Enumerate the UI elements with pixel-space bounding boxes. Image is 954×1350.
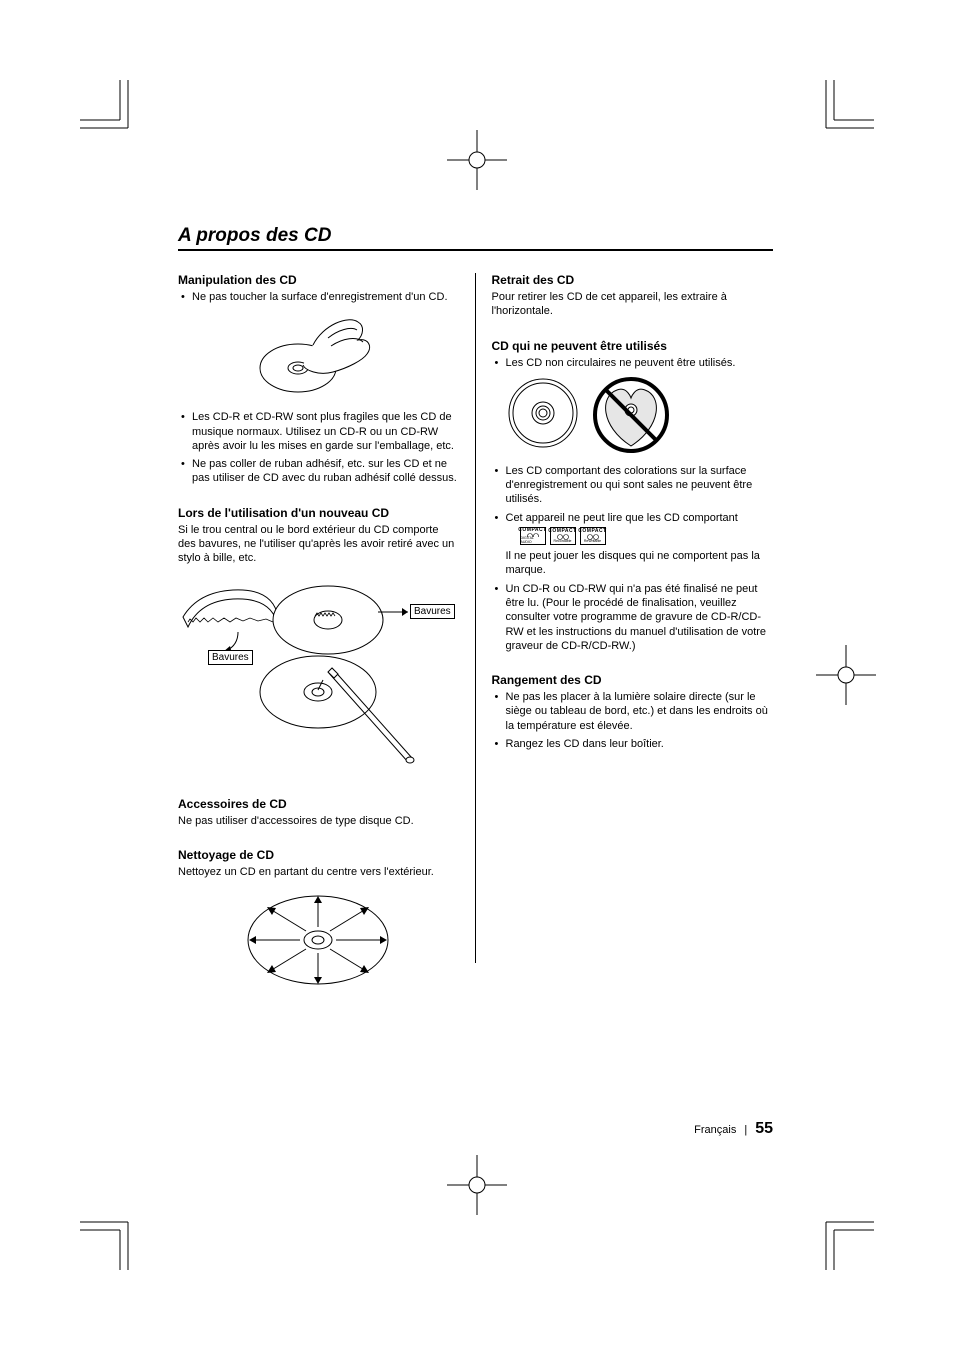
- section-storage: Rangement des CD Ne pas les placer à la …: [492, 673, 774, 751]
- heading-handling: Manipulation des CD: [178, 273, 459, 288]
- callout-burrs-left: Bavures: [208, 650, 253, 665]
- cd-logo-row: COMPACTDIGITAL AUDIO COMPACTRecordable C…: [520, 527, 774, 545]
- bullet-logos: Cet appareil ne peut lire que les CD com…: [492, 511, 774, 578]
- crop-mark-tl: [80, 80, 140, 140]
- crop-mark-bl: [80, 1210, 140, 1270]
- figure-hand-cd: [178, 310, 459, 400]
- bullet-text-part: Cet appareil ne peut lire que les CD com…: [506, 512, 738, 524]
- columns: Manipulation des CD Ne pas toucher la su…: [178, 273, 773, 963]
- crop-mark-tr: [814, 80, 874, 140]
- paragraph: Ne pas utiliser d'accessoires de type di…: [178, 814, 459, 828]
- heading-removal: Retrait des CD: [492, 273, 774, 288]
- page-content: A propos des CD Manipulation des CD Ne p…: [178, 225, 773, 963]
- heading-storage: Rangement des CD: [492, 673, 774, 688]
- bullet-text-part: Il ne peut jouer les disques qui ne comp…: [506, 550, 760, 576]
- heading-unusable: CD qui ne peuvent être utilisés: [492, 339, 774, 354]
- page-footer: Français | 55: [694, 1120, 773, 1138]
- section-handling: Manipulation des CD Ne pas toucher la su…: [178, 273, 459, 486]
- paragraph: Pour retirer les CD de cet appareil, les…: [492, 290, 774, 319]
- footer-separator: |: [744, 1124, 747, 1136]
- bullet-text: Les CD-R et CD-RW sont plus fragiles que…: [178, 410, 459, 453]
- heading-cleaning: Nettoyage de CD: [178, 848, 459, 863]
- section-unusable: CD qui ne peuvent être utilisés Les CD n…: [492, 339, 774, 654]
- section-cleaning: Nettoyage de CD Nettoyez un CD en partan…: [178, 848, 459, 995]
- figure-burrs: Bavures Bavures: [178, 572, 459, 777]
- figure-noncircular: [492, 376, 774, 454]
- page-title: A propos des CD: [178, 225, 773, 251]
- paragraph: Nettoyez un CD en partant du centre vers…: [178, 865, 459, 879]
- right-column: Retrait des CD Pour retirer les CD de ce…: [476, 273, 774, 963]
- section-removal: Retrait des CD Pour retirer les CD de ce…: [492, 273, 774, 319]
- footer-language: Français: [694, 1124, 736, 1136]
- section-accessories: Accessoires de CD Ne pas utiliser d'acce…: [178, 797, 459, 828]
- heading-new-cd: Lors de l'utilisation d'un nouveau CD: [178, 506, 459, 521]
- bullet-text: Un CD-R ou CD-RW qui n'a pas été finalis…: [492, 582, 774, 653]
- paragraph: Si le trou central ou le bord extérieur …: [178, 523, 459, 566]
- footer-page-number: 55: [755, 1120, 773, 1138]
- reg-mark-bottom: [447, 1155, 507, 1220]
- bullet-text: Ne pas toucher la surface d'enregistreme…: [178, 290, 459, 304]
- cd-logo-rewritable: COMPACTReWritable: [580, 527, 606, 545]
- bullet-text: Les CD comportant des colorations sur la…: [492, 464, 774, 507]
- reg-mark-top: [447, 130, 507, 195]
- bullet-text: Les CD non circulaires ne peuvent être u…: [492, 356, 774, 370]
- left-column: Manipulation des CD Ne pas toucher la su…: [178, 273, 476, 963]
- cd-logo-recordable: COMPACTRecordable: [550, 527, 576, 545]
- reg-mark-right: [816, 645, 876, 710]
- bullet-text: Rangez les CD dans leur boîtier.: [492, 737, 774, 751]
- bullet-text: Ne pas les placer à la lumière solaire d…: [492, 690, 774, 733]
- section-new-cd: Lors de l'utilisation d'un nouveau CD Si…: [178, 506, 459, 777]
- bullet-text: Ne pas coller de ruban adhésif, etc. sur…: [178, 457, 459, 486]
- cd-logo-audio: COMPACTDIGITAL AUDIO: [520, 527, 546, 545]
- figure-cleaning: [178, 885, 459, 995]
- heading-accessories: Accessoires de CD: [178, 797, 459, 812]
- crop-mark-br: [814, 1210, 874, 1270]
- callout-burrs-right: Bavures: [410, 604, 455, 619]
